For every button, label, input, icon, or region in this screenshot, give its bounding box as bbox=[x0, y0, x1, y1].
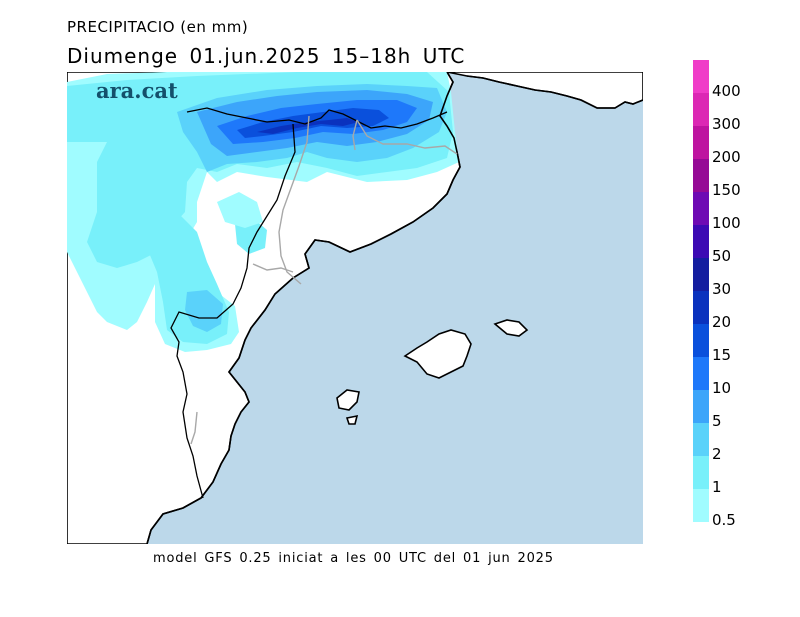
legend-swatch bbox=[693, 225, 709, 258]
menorca bbox=[493, 319, 529, 337]
legend-label: 100 bbox=[712, 214, 741, 232]
legend-label: 0.5 bbox=[712, 511, 736, 529]
ibiza bbox=[336, 389, 360, 411]
coastline bbox=[146, 72, 461, 544]
mallorca bbox=[403, 329, 472, 379]
precipitation-legend bbox=[693, 60, 709, 522]
aragon-border bbox=[170, 123, 296, 499]
legend-swatch bbox=[693, 456, 709, 489]
precip-area-spot-1mm bbox=[217, 192, 263, 228]
legend-label: 1 bbox=[712, 478, 722, 496]
legend-label: 400 bbox=[712, 82, 741, 100]
precip-area-west-5mm bbox=[185, 290, 223, 332]
legend-label: 15 bbox=[712, 346, 732, 364]
legend-label: 10 bbox=[712, 379, 732, 397]
legend-label: 200 bbox=[712, 148, 741, 166]
legend-swatch bbox=[693, 60, 709, 93]
legend-swatch bbox=[693, 126, 709, 159]
legend-swatch bbox=[693, 357, 709, 390]
legend-swatch bbox=[693, 93, 709, 126]
regional-borders bbox=[190, 115, 458, 445]
legend-swatch bbox=[693, 159, 709, 192]
legend-label: 300 bbox=[712, 115, 741, 133]
legend-swatch bbox=[693, 192, 709, 225]
legend-swatch bbox=[693, 390, 709, 423]
legend-label: 30 bbox=[712, 280, 732, 298]
legend-label: 2 bbox=[712, 445, 722, 463]
precipitation-map bbox=[67, 72, 643, 544]
national-border bbox=[186, 107, 448, 129]
legend-swatch bbox=[693, 489, 709, 522]
model-run-info: model GFS 0.25 iniciat a les 00 UTC del … bbox=[153, 551, 554, 566]
legend-swatch bbox=[693, 423, 709, 456]
formentera bbox=[345, 414, 359, 425]
legend-label: 150 bbox=[712, 181, 741, 199]
legend-swatch bbox=[693, 291, 709, 324]
precipitation-areas bbox=[67, 72, 459, 352]
legend-swatch bbox=[693, 324, 709, 357]
forecast-period-title: Diumenge 01.jun.2025 15–18h UTC bbox=[67, 44, 466, 68]
map-title: PRECIPITACIO (en mm) bbox=[67, 18, 249, 36]
ara-cat-logo: ara.cat bbox=[96, 78, 178, 103]
legend-label: 20 bbox=[712, 313, 732, 331]
france-coastline bbox=[466, 75, 643, 109]
legend-label: 50 bbox=[712, 247, 732, 265]
legend-label: 5 bbox=[712, 412, 722, 430]
legend-swatch bbox=[693, 258, 709, 291]
